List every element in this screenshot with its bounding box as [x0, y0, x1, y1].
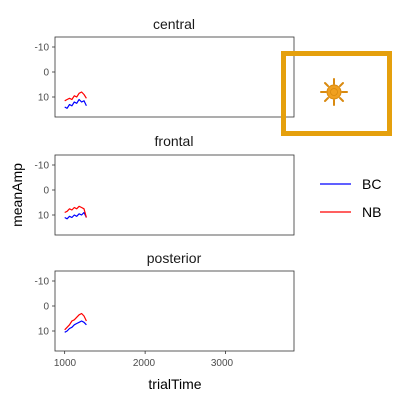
y-tick-label-frontal-1: 0	[43, 186, 49, 197]
panel-frame-central	[55, 37, 294, 117]
y-tick-label-posterior-2: 10	[38, 327, 50, 338]
panel-title-frontal: frontal	[155, 133, 194, 149]
y-tick-label-frontal-0: -10	[35, 161, 50, 172]
panels: -10 0 10 -10 0 10 -10 0 10	[35, 37, 294, 354]
y-tick-label-central-1: 0	[43, 68, 49, 79]
panel-title-central: central	[153, 16, 195, 32]
y-tick-label-central-2: 10	[38, 93, 50, 104]
x-axis-title: trialTime	[148, 376, 201, 392]
x-tick-label-3000: 3000	[211, 358, 234, 369]
x-tick-label-2000: 2000	[133, 358, 156, 369]
y-tick-label-central-0: -10	[35, 43, 50, 54]
y-tick-label-posterior-0: -10	[35, 277, 50, 288]
legend-label-nb: NB	[362, 204, 381, 220]
x-tick-label-1000: 1000	[54, 358, 77, 369]
panel-title-posterior: posterior	[147, 250, 202, 266]
sun-icon	[319, 77, 349, 107]
legend: BC NB	[320, 176, 381, 220]
legend-label-bc: BC	[362, 176, 381, 192]
y-tick-label-frontal-2: 10	[38, 211, 50, 222]
panel-frame-posterior	[55, 271, 294, 351]
y-axis-title: meanAmp	[9, 163, 25, 227]
y-tick-label-posterior-1: 0	[43, 302, 49, 313]
panel-frame-frontal	[55, 155, 294, 235]
